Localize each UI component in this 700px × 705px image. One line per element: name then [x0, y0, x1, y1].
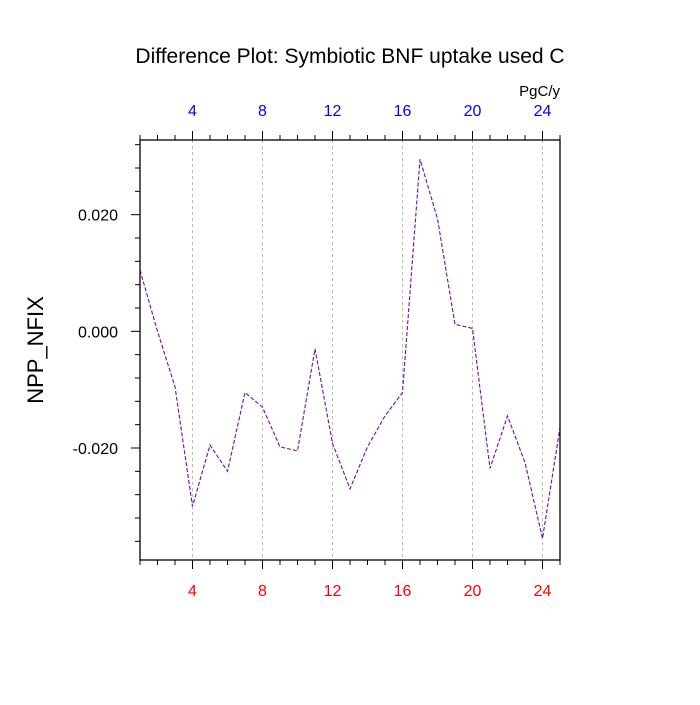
- y-axis-label: NPP_NFIX: [23, 296, 48, 404]
- plot-frame: [139, 139, 561, 561]
- top-tick-label: 8: [258, 103, 267, 120]
- top-tick-label: 24: [534, 103, 552, 120]
- top-tick-label: 12: [324, 103, 342, 120]
- bottom-tick-label: 16: [394, 583, 412, 600]
- top-tick-label: 16: [394, 103, 412, 120]
- bottom-tick-label: 4: [188, 583, 197, 600]
- bottom-tick-label: 20: [464, 583, 482, 600]
- top-tick-label: 20: [464, 103, 482, 120]
- tick-layer: [131, 131, 561, 569]
- series-layer: [140, 159, 560, 539]
- chart-title: Difference Plot: Symbiotic BNF uptake us…: [135, 45, 564, 68]
- bottom-tick-label: 12: [324, 583, 342, 600]
- y-tick-label: 0.000: [78, 324, 118, 341]
- grid-layer: [192, 140, 543, 560]
- top-axis-units-label: PgC/y: [519, 83, 560, 100]
- bottom-tick-label: 8: [258, 583, 267, 600]
- y-tick-label: 0.020: [78, 208, 118, 225]
- top-tick-label: 4: [188, 103, 197, 120]
- series-line-0: [140, 159, 560, 539]
- label-layer: 4 4 8 8 12 12 16 16 20 20 24 24 0.020 0.000 -0.020: [73, 103, 552, 600]
- bottom-tick-label: 24: [534, 583, 552, 600]
- y-tick-label: -0.020: [73, 441, 118, 458]
